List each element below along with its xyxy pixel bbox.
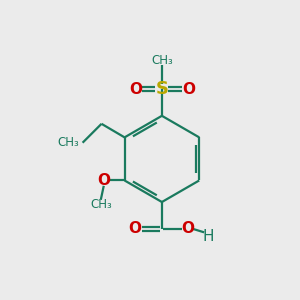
Text: CH₃: CH₃	[90, 198, 112, 211]
Text: CH₃: CH₃	[58, 136, 80, 149]
Text: O: O	[182, 82, 195, 97]
Text: CH₃: CH₃	[151, 54, 173, 67]
Text: O: O	[97, 173, 110, 188]
Text: O: O	[129, 221, 142, 236]
Text: O: O	[182, 221, 194, 236]
Text: H: H	[202, 229, 214, 244]
Text: O: O	[129, 82, 142, 97]
Text: S: S	[155, 80, 168, 98]
